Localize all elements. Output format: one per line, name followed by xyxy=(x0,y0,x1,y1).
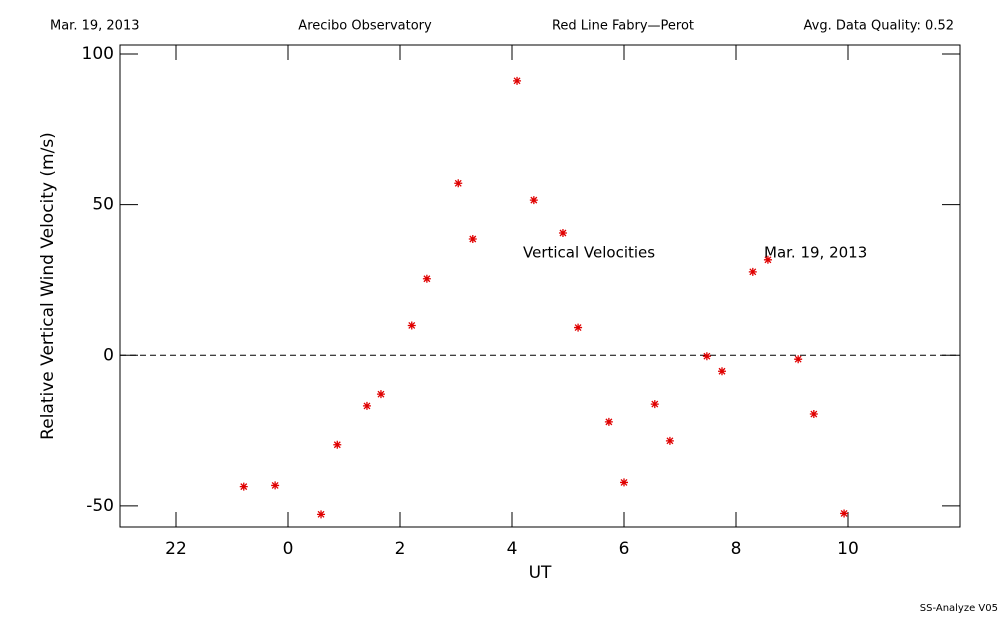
y-tick-label: 100 xyxy=(82,44,114,64)
x-tick-label: 4 xyxy=(507,539,518,559)
header-quality: Avg. Data Quality: 0.52 xyxy=(804,19,954,34)
point xyxy=(317,510,326,519)
point xyxy=(650,400,659,409)
point xyxy=(665,436,674,445)
annotation: Vertical Velocities xyxy=(523,244,655,262)
point xyxy=(529,196,538,205)
annotation: Mar. 19, 2013 xyxy=(764,244,867,262)
point xyxy=(558,228,567,237)
point xyxy=(840,509,849,518)
x-axis-label: UT xyxy=(529,563,552,583)
x-tick-label: 22 xyxy=(165,539,187,559)
point xyxy=(702,352,711,361)
point xyxy=(362,401,371,410)
point xyxy=(794,355,803,364)
y-axis-label: Relative Vertical Wind Velocity (m/s) xyxy=(38,132,58,440)
point xyxy=(604,417,613,426)
point xyxy=(422,274,431,283)
point xyxy=(239,482,248,491)
plot-frame xyxy=(119,44,961,528)
point xyxy=(513,76,522,85)
point xyxy=(809,410,818,419)
point xyxy=(574,323,583,332)
point xyxy=(407,321,416,330)
header-instrument: Red Line Fabry—Perot xyxy=(552,19,694,34)
point xyxy=(376,390,385,399)
point xyxy=(718,367,726,376)
point xyxy=(454,179,463,188)
x-tick-label: 10 xyxy=(837,539,859,559)
point xyxy=(271,481,280,490)
header-site: Arecibo Observatory xyxy=(298,19,432,34)
point xyxy=(468,235,477,244)
point xyxy=(763,255,772,264)
y-tick-label: 50 xyxy=(92,195,114,215)
x-tick-label: 8 xyxy=(731,539,742,559)
y-tick-label: -50 xyxy=(86,496,114,516)
point xyxy=(620,478,628,487)
x-tick-label: 0 xyxy=(283,539,294,559)
x-tick-label: 2 xyxy=(395,539,406,559)
header-date: Mar. 19, 2013 xyxy=(50,19,140,34)
point xyxy=(748,267,757,276)
x-tick-label: 6 xyxy=(619,539,630,559)
footer: SS-Analyze V05 xyxy=(920,603,998,614)
y-tick-label: 0 xyxy=(103,345,114,365)
point xyxy=(333,440,342,449)
